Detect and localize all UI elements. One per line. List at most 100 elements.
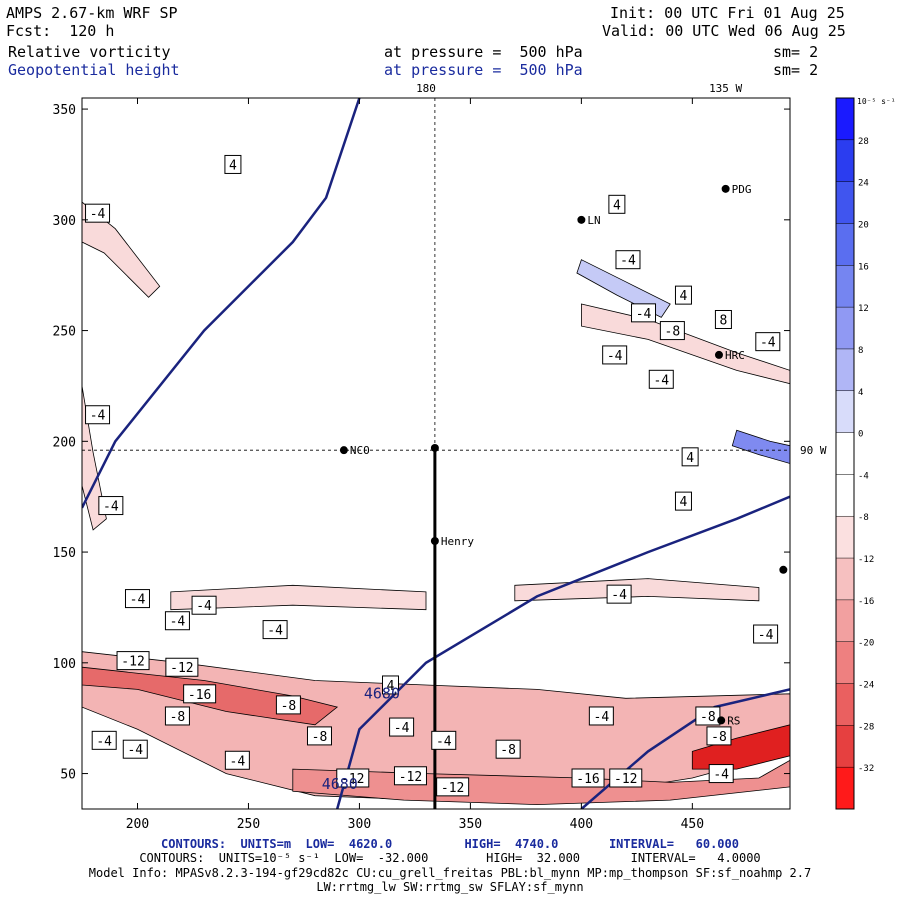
station-marker [430, 443, 439, 452]
vorticity-contour-label: -8 [495, 739, 521, 759]
station-label: HRC [725, 349, 745, 362]
valid-time: Valid: 00 UTC Wed 06 Aug 25 [602, 22, 846, 40]
plot-layer: 4-44-44-4-88-4-4-4-44-4 4-4 -4-4-4-4-4-12-… [82, 98, 790, 809]
vorticity-label-box [306, 726, 332, 746]
colorbar-frame [835, 97, 855, 810]
vorticity-label-text: -12 [614, 772, 637, 787]
vorticity-label-text: -4 [620, 254, 636, 269]
vorticity-label-box [98, 496, 124, 516]
vorticity-label-box [382, 675, 400, 695]
vorticity-contour-label: 4 [674, 491, 692, 511]
y-tick-label: 300 [53, 214, 76, 229]
height-contour-label: 4680 [364, 684, 400, 702]
model-title: AMPS 2.67-km WRF SP [6, 4, 178, 22]
vorticity-contour-label: -4 [224, 750, 250, 770]
vorticity-contour-label: -8 [164, 706, 190, 726]
vorticity-contour-label: -12 [609, 768, 643, 788]
vorticity-label-box [124, 589, 150, 609]
vorticity-label-text: -8 [500, 743, 516, 758]
vorticity-label-box [224, 750, 250, 770]
vorticity-label-box [191, 595, 217, 615]
vorticity-contour-label: -4 [262, 620, 288, 640]
colorbar-swatch [836, 516, 854, 559]
station-label: LN [587, 214, 600, 227]
colorbar-tick-label: 24 [858, 179, 869, 189]
vorticity-label-text: -8 [281, 699, 297, 714]
vorticity-label-box [431, 730, 457, 750]
vorticity-label-box [275, 695, 301, 715]
vorticity-label-text: -4 [594, 710, 610, 725]
field1-smoothing: sm= 2 [773, 43, 819, 61]
vorticity-label-box [588, 706, 614, 726]
colorbar-tick-label: 28 [858, 137, 869, 147]
vorticity-label-text: -4 [127, 743, 143, 758]
colorbar-tick-label: -20 [858, 639, 874, 649]
field1-level: at pressure = 500 hPa [384, 43, 583, 61]
colorbar-swatch [836, 390, 854, 434]
colorbar-tick-label: 16 [858, 262, 869, 272]
vorticity-label-text: -4 [653, 373, 669, 388]
vorticity-contour-label: -4 [389, 717, 415, 737]
vorticity-label-box [631, 303, 657, 323]
vorticity-contour-label: -12 [165, 657, 199, 677]
colorbar-swatch [836, 683, 854, 726]
colorbar-swatch [836, 474, 854, 517]
vorticity-label-text: -4 [436, 734, 452, 749]
vorticity-label-box [571, 768, 605, 788]
vorticity-contour-label: 4 [224, 154, 242, 174]
vorticity-label-text: -4 [90, 409, 106, 424]
vorticity-contour-label: -4 [98, 496, 124, 516]
vorticity-label-text: -8 [312, 730, 328, 745]
grid-label: 180 [416, 82, 436, 95]
vorticity-contour-label: 4 [674, 285, 692, 305]
colorbar-tick-label: 8 [858, 346, 863, 356]
vorticity-label-text: -4 [170, 615, 186, 630]
colorbar-tick-label: 20 [858, 220, 869, 230]
vorticity-contour-label: -4 [431, 730, 457, 750]
station-label: RS [727, 714, 740, 727]
vorticity-label-box [602, 345, 628, 365]
vorticity-label-text: -12 [121, 655, 144, 670]
vorticity-contour-label: -4 [755, 332, 781, 352]
y-tick-label: 50 [60, 768, 76, 783]
vorticity-contour-label: -8 [659, 321, 685, 341]
vorticity-contour-label: -8 [306, 726, 332, 746]
model-info: Model Info: MPASv8.2.3-194-gf29cd82c CU:… [88, 866, 812, 880]
plot-frame [81, 97, 791, 810]
x-tick-label: 250 [237, 817, 260, 832]
station-marker [717, 716, 726, 725]
vorticity-label-box [183, 684, 217, 704]
height-contour-info: CONTOURS: UNITS=m LOW= 4620.0 HIGH= 4740… [161, 837, 739, 851]
vorticity-label-text: -4 [607, 349, 623, 364]
vorticity-contour-label: -12 [336, 768, 370, 788]
vorticity-label-text: -12 [441, 781, 464, 796]
station-marker [339, 446, 348, 455]
positive-vorticity-band-1 [731, 429, 790, 464]
vorticity-label-text: 4 [680, 289, 688, 304]
x-tick-label: 200 [126, 817, 149, 832]
vorticity-label-text: -4 [760, 336, 776, 351]
vorticity-label-text: -4 [130, 593, 146, 608]
negative-vorticity-band-7 [170, 584, 427, 611]
vorticity-label-text: -4 [394, 721, 410, 736]
vorticity-label-box [674, 285, 692, 305]
colorbar-swatch [836, 558, 854, 601]
vorticity-label-text: 4 [387, 679, 395, 694]
forecast-hour: Fcst: 120 h [6, 22, 115, 40]
station-label: Henry [441, 535, 474, 548]
vorticity-contour-label: -8 [695, 706, 721, 726]
vorticity-label-text: 8 [720, 313, 728, 328]
field2-smoothing: sm= 2 [773, 61, 819, 79]
colorbar-tick-label: 12 [858, 304, 869, 314]
negative-vorticity-band-5 [82, 201, 161, 298]
init-time: Init: 00 UTC Fri 01 Aug 25 [610, 4, 845, 22]
vorticity-contour-label: -8 [275, 695, 301, 715]
vorticity-label-box [609, 768, 643, 788]
vorticity-label-box [615, 250, 641, 270]
vorticity-label-box [695, 706, 721, 726]
vorticity-label-text: -4 [90, 207, 106, 222]
colorbar-swatch [836, 307, 854, 350]
vorticity-contour-label: -12 [116, 651, 150, 671]
colorbar-swatch [836, 599, 854, 643]
vorticity-label-box [674, 491, 692, 511]
